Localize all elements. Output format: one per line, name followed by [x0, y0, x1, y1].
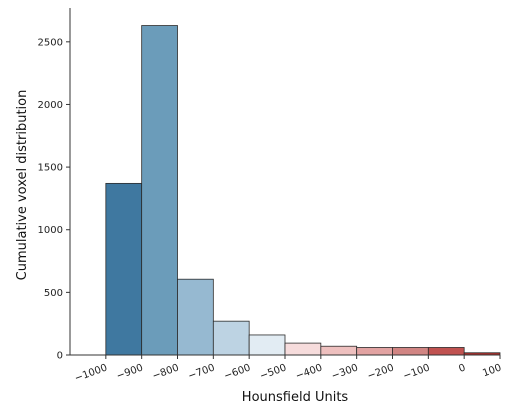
y-tick-label: 2500	[38, 37, 63, 48]
y-tick-label: 1000	[38, 225, 63, 236]
x-tick-label: −900	[115, 362, 145, 382]
histogram-bar-2	[177, 278, 214, 356]
x-ticks-group: −1000 −900 −800 −700 −600 −500 −400 −300 −200 −10…	[73, 355, 503, 384]
x-tick-label: −1000	[73, 362, 109, 384]
histogram-bar-4	[248, 334, 286, 356]
histogram-bar-5	[284, 342, 322, 356]
histogram-bar-1	[141, 25, 178, 356]
y-ticks-group: 0 500 1000 1500 2000 2500	[38, 37, 70, 362]
bars-group	[105, 25, 501, 356]
x-tick-label: −200	[366, 362, 396, 382]
histogram-bar-6	[320, 345, 358, 356]
x-tick-label: −400	[294, 362, 324, 382]
x-tick-label: −100	[402, 362, 432, 382]
histogram-bar-0	[105, 182, 143, 356]
x-tick-label: 100	[481, 362, 503, 379]
histogram-bar-7	[356, 347, 393, 356]
x-tick-label: −800	[151, 362, 181, 382]
x-tick-label: 0	[457, 362, 467, 375]
x-tick-label: −300	[330, 362, 360, 382]
histogram-bar-3	[212, 320, 250, 356]
y-axis-title: Cumulative voxel distribution	[15, 90, 30, 281]
x-tick-label: −600	[223, 362, 253, 382]
y-tick-label: 500	[44, 288, 63, 299]
histogram-bar-9	[427, 347, 465, 356]
x-tick-label: −500	[258, 362, 288, 382]
x-axis-title: Hounsfield Units	[242, 390, 349, 405]
histogram-bar-8	[392, 347, 429, 356]
x-tick-label: −700	[187, 362, 217, 382]
y-tick-label: 0	[57, 351, 63, 362]
y-tick-label: 1500	[38, 163, 63, 174]
y-tick-label: 2000	[38, 100, 63, 111]
